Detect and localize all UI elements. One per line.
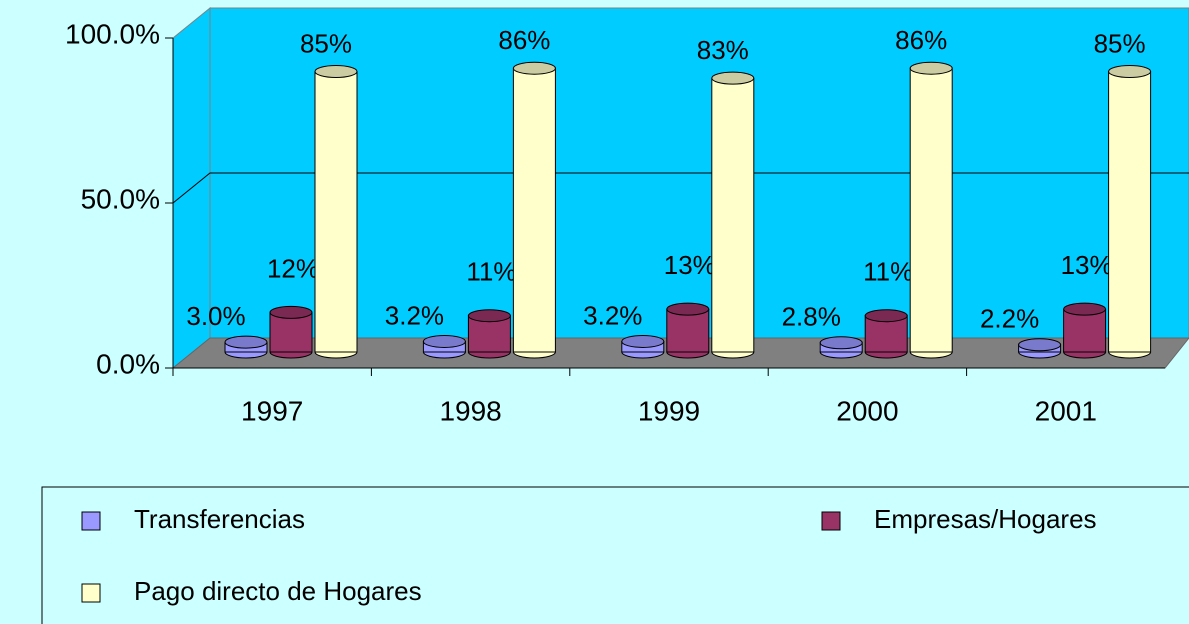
value-label: 86% <box>895 25 947 55</box>
value-label: 13% <box>664 250 716 280</box>
bar-top <box>909 61 953 75</box>
bar <box>269 311 313 353</box>
value-label: 3.2% <box>583 300 642 330</box>
legend-swatch <box>81 583 101 603</box>
legend-swatch <box>821 511 841 531</box>
value-label: 2.2% <box>980 304 1039 334</box>
x-tick-label: 1997 <box>241 395 303 426</box>
bar-top <box>422 334 466 348</box>
bar-top <box>467 309 511 323</box>
bar-top <box>512 61 556 75</box>
value-label: 11% <box>863 257 913 287</box>
value-label: 2.8% <box>782 302 841 332</box>
x-tick-label: 1998 <box>439 395 501 426</box>
bar-top <box>1018 338 1062 352</box>
bar-top <box>1108 65 1152 78</box>
value-label: 11% <box>466 257 516 287</box>
bar-top <box>314 65 358 78</box>
bar-top <box>819 336 863 350</box>
legend-label: Pago directo de Hogares <box>134 576 422 606</box>
x-tick-label: 2001 <box>1035 395 1097 426</box>
bar <box>1063 308 1107 353</box>
value-label: 3.2% <box>385 300 444 330</box>
value-label: 13% <box>1061 250 1113 280</box>
bar-top <box>711 71 755 85</box>
y-tick-label: 0.0% <box>96 348 160 379</box>
legend <box>41 486 1189 624</box>
bar-top <box>224 335 268 349</box>
bar-top <box>1063 302 1107 316</box>
bar-top <box>666 302 710 316</box>
value-label: 86% <box>498 25 550 55</box>
bar-top <box>621 334 665 348</box>
value-label: 85% <box>1094 28 1146 58</box>
value-label: 85% <box>300 28 352 58</box>
bar <box>512 67 556 353</box>
bar <box>909 67 953 353</box>
legend-label: Transferencias <box>134 504 305 534</box>
bar <box>711 77 755 353</box>
bar-top <box>864 309 908 323</box>
value-label: 3.0% <box>186 301 245 331</box>
y-tick-label: 100.0% <box>65 18 160 49</box>
legend-swatch <box>81 511 101 531</box>
x-tick-label: 2000 <box>836 395 898 426</box>
bar-top <box>269 305 313 319</box>
x-tick-label: 1999 <box>638 395 700 426</box>
y-tick-label: 50.0% <box>81 183 160 214</box>
value-label: 83% <box>697 35 749 65</box>
bar <box>1108 71 1152 353</box>
value-label: 12% <box>267 253 319 283</box>
grid-line <box>172 172 1189 204</box>
bar <box>666 308 710 353</box>
legend-label: Empresas/Hogares <box>874 504 1097 534</box>
bar <box>314 71 358 353</box>
